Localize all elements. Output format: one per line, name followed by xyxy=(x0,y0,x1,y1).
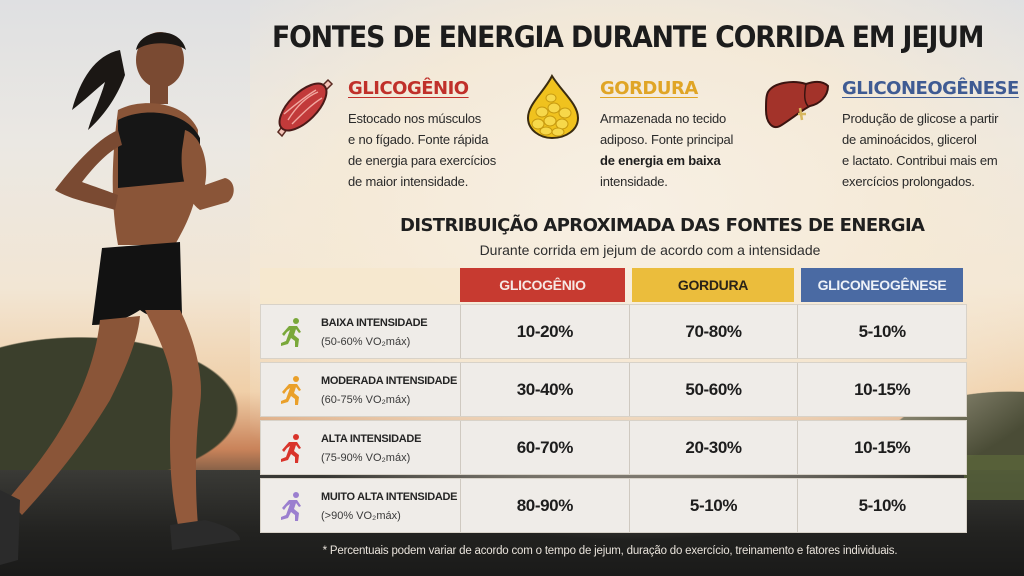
intensity-level: MUITO ALTA INTENSIDADE xyxy=(321,491,458,503)
column-header-gliconeogenese: GLICONEOGÊNESE xyxy=(801,268,963,302)
value-glicogenio: 80-90% xyxy=(461,479,630,532)
value-glicogenio: 30-40% xyxy=(461,363,630,416)
intensity-level: MODERADA INTENSIDADE xyxy=(321,375,457,387)
table-row: BAIXA INTENSIDADE (50-60% VO₂máx) 10-20%… xyxy=(260,304,967,359)
table-row: MODERADA INTENSIDADE (60-75% VO₂máx) 30-… xyxy=(260,362,967,417)
column-header-gordura: GORDURA xyxy=(632,268,794,302)
intensity-label-cell: ALTA INTENSIDADE (75-90% VO₂máx) xyxy=(261,421,461,474)
muscle-icon xyxy=(277,78,334,138)
runner-icon xyxy=(281,434,301,463)
table-header-corner xyxy=(260,268,460,304)
value-glicogenio: 60-70% xyxy=(461,421,630,474)
table-row: MUITO ALTA INTENSIDADE (>90% VO₂máx) 80-… xyxy=(260,478,967,533)
value-gliconeogenese: 5-10% xyxy=(858,495,907,515)
intensity-level: BAIXA INTENSIDADE xyxy=(321,317,428,329)
distribution-title: DISTRIBUIÇÃO APROXIMADA DAS FONTES DE EN… xyxy=(400,215,925,236)
runner-icon xyxy=(281,318,301,347)
value-gliconeogenese: 10-15% xyxy=(854,379,911,399)
vo2-range: (>90% VO₂máx) xyxy=(321,510,401,522)
intensity-label-cell: MODERADA INTENSIDADE (60-75% VO₂máx) xyxy=(261,363,461,416)
runner-photo xyxy=(0,32,240,565)
table-header: GLICOGÊNIO GORDURA GLICONEOGÊNESE xyxy=(260,268,967,304)
vo2-range: (60-75% VO₂máx) xyxy=(321,394,411,406)
source-name: GLICONEOGÊNESE xyxy=(842,78,1019,99)
source-description: Armazenada no tecido adiposo. Fonte prin… xyxy=(600,111,734,189)
value-gordura: 5-10% xyxy=(630,479,799,532)
value-glicogenio: 10-20% xyxy=(461,305,630,358)
value-gliconeogenese: 5-10% xyxy=(858,321,907,341)
source-description: Produção de glicose a partir de aminoáci… xyxy=(842,111,999,189)
value-gordura: 70-80% xyxy=(630,305,799,358)
table-row: ALTA INTENSIDADE (75-90% VO₂máx) 60-70% … xyxy=(260,420,967,475)
intensity-label-cell: MUITO ALTA INTENSIDADE (>90% VO₂máx) xyxy=(261,479,461,532)
source-card-gordura: GORDURA Armazenada no tecido adiposo. Fo… xyxy=(522,72,772,192)
intensity-level: ALTA INTENSIDADE xyxy=(321,433,422,445)
footnote: * Percentuais podem variar de acordo com… xyxy=(322,545,898,557)
source-description: Estocado nos músculos e no fígado. Fonte… xyxy=(348,111,497,189)
source-card-glicogenio: GLICOGÊNIO Estocado nos músculos e no fí… xyxy=(270,72,520,192)
column-header-glicogenio: GLICOGÊNIO xyxy=(460,268,625,302)
liver-icon xyxy=(764,81,830,128)
value-gordura: 50-60% xyxy=(630,363,799,416)
value-gordura: 20-30% xyxy=(630,421,799,474)
intensity-label-cell: BAIXA INTENSIDADE (50-60% VO₂máx) xyxy=(261,305,461,358)
value-gliconeogenese: 10-15% xyxy=(854,437,911,457)
runner-icon xyxy=(281,492,301,521)
distribution-subtitle: Durante corrida em jejum de acordo com a… xyxy=(479,242,821,258)
vo2-range: (50-60% VO₂máx) xyxy=(321,336,411,348)
source-name: GLICOGÊNIO xyxy=(348,78,469,99)
runner-icon xyxy=(281,376,301,405)
vo2-range: (75-90% VO₂máx) xyxy=(321,452,411,464)
source-card-gliconeogenese: GLICONEOGÊNESE Produção de glicose a par… xyxy=(764,72,1019,192)
fat-droplet-icon xyxy=(526,74,580,140)
energy-distribution-table: GLICOGÊNIO GORDURA GLICONEOGÊNESE BAIXA … xyxy=(260,268,967,536)
source-name: GORDURA xyxy=(600,78,698,99)
page-title: FONTES DE ENERGIA DURANTE CORRIDA EM JEJ… xyxy=(272,20,984,54)
